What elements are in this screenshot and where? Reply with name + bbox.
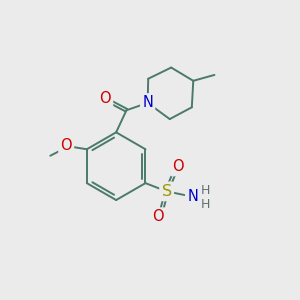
Text: O: O [60, 138, 72, 153]
Text: H: H [200, 198, 210, 212]
Text: O: O [99, 91, 111, 106]
Text: O: O [153, 209, 164, 224]
Text: N: N [187, 189, 198, 204]
Text: O: O [172, 159, 184, 174]
Text: S: S [162, 184, 172, 199]
Text: H: H [200, 184, 210, 197]
Text: N: N [142, 95, 153, 110]
